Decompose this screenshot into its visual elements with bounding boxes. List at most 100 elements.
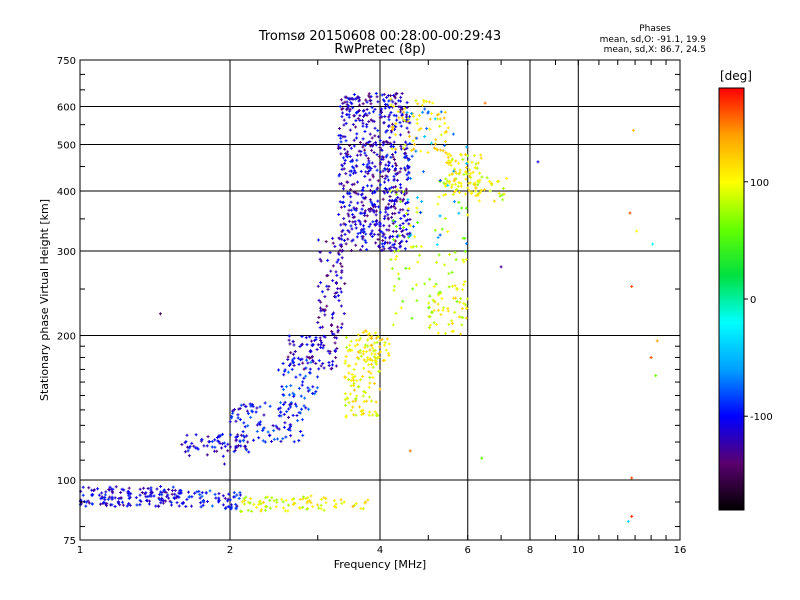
scatter-point: [400, 92, 404, 96]
scatter-point: [450, 172, 454, 176]
scatter-point: [463, 249, 467, 253]
scatter-point: [86, 499, 90, 503]
scatter-point: [263, 440, 267, 444]
scatter-point: [226, 505, 230, 509]
scatter-point: [352, 93, 356, 97]
scatter-point: [380, 157, 384, 161]
scatter-point: [450, 270, 454, 274]
scatter-point: [474, 189, 478, 193]
scatter-point: [353, 97, 357, 101]
scatter-point: [246, 508, 250, 512]
scatter-point: [369, 118, 373, 122]
scatter-point: [355, 394, 359, 398]
scatter-point: [337, 133, 341, 137]
scatter-point: [380, 337, 384, 341]
scatter-point: [411, 114, 415, 118]
scatter-point: [200, 438, 204, 442]
scatter-point: [340, 256, 344, 260]
scatter-point: [327, 361, 331, 365]
scatter-point: [399, 200, 403, 204]
scatter-point: [405, 173, 409, 177]
scatter-point: [380, 148, 384, 152]
scatter-point: [143, 492, 147, 496]
scatter-point: [357, 99, 361, 103]
scatter-point: [378, 113, 382, 117]
scatter-point: [291, 352, 295, 356]
scatter-point: [326, 273, 330, 277]
scatter-point: [405, 118, 409, 122]
scatter-point: [368, 381, 372, 385]
scatter-point: [245, 434, 249, 438]
scatter-point: [286, 370, 290, 374]
scatter-point: [341, 248, 345, 252]
scatter-point: [454, 258, 458, 262]
scatter-point: [393, 150, 397, 154]
scatter-point: [442, 116, 446, 120]
scatter-point: [417, 128, 421, 132]
scatter-point: [135, 503, 139, 507]
scatter-point: [356, 180, 360, 184]
scatter-point: [183, 441, 187, 445]
axes: 1 2 4 6 8 10 16 75 100 200 300 400 500 600 750: [57, 56, 686, 556]
scatter-point: [446, 309, 450, 313]
scatter-point: [355, 158, 359, 162]
scatter-point: [228, 420, 232, 424]
scatter-point: [287, 415, 291, 419]
scatter-point: [364, 360, 368, 364]
scatter-point: [319, 497, 323, 501]
scatter-point: [279, 410, 283, 414]
scatter-point: [367, 165, 371, 169]
y-tick-label: 400: [57, 187, 76, 198]
scatter-point: [121, 503, 125, 507]
stats-x-line: mean, sd,X: 86.7, 24.5: [604, 45, 706, 55]
y-tick-label: 500: [57, 141, 76, 152]
scatter-point: [340, 237, 344, 241]
scatter-point: [467, 189, 471, 193]
scatter-point: [401, 199, 405, 203]
scatter-point: [340, 322, 344, 326]
scatter-point: [402, 235, 406, 239]
scatter-point: [297, 439, 301, 443]
x-tick-label: 16: [674, 545, 687, 556]
scatter-point: [351, 383, 355, 387]
scatter-point: [399, 306, 403, 310]
scatter-point: [361, 408, 365, 412]
scatter-point: [338, 287, 342, 291]
scatter-point: [378, 146, 382, 150]
scatter-point: [387, 228, 391, 232]
scatter-point: [319, 507, 323, 511]
scatter-point: [404, 266, 408, 270]
scatter-point: [351, 376, 355, 380]
scatter-point: [415, 210, 419, 214]
scatter-point: [392, 242, 396, 246]
scatter-point: [381, 155, 385, 159]
scatter-point: [408, 141, 412, 145]
scatter-point: [421, 110, 425, 114]
scatter-point: [455, 300, 459, 304]
scatter-point: [460, 323, 464, 327]
scatter-point: [458, 300, 462, 304]
scatter-point: [438, 124, 442, 128]
scatter-point: [348, 191, 352, 195]
scatter-point: [236, 413, 240, 417]
scatter-point: [383, 102, 387, 106]
scatter-point: [413, 142, 417, 146]
scatter-point: [202, 444, 206, 448]
scatter-point: [362, 358, 366, 362]
scatter-point: [340, 501, 344, 505]
scatter-point: [385, 153, 389, 157]
scatter-point: [392, 288, 396, 292]
scatter-point: [334, 356, 338, 360]
scatter-point: [376, 233, 380, 237]
scatter-point: [223, 462, 227, 466]
scatter-point: [369, 206, 373, 210]
scatter-point: [206, 499, 210, 503]
scatter-point: [242, 403, 246, 407]
scatter-point: [390, 267, 394, 271]
scatter-point: [410, 154, 414, 158]
scatter-point: [359, 378, 363, 382]
scatter-point: [374, 91, 378, 95]
scatter-point: [90, 502, 94, 506]
scatter-point: [303, 396, 307, 400]
scatter-point: [366, 156, 370, 160]
